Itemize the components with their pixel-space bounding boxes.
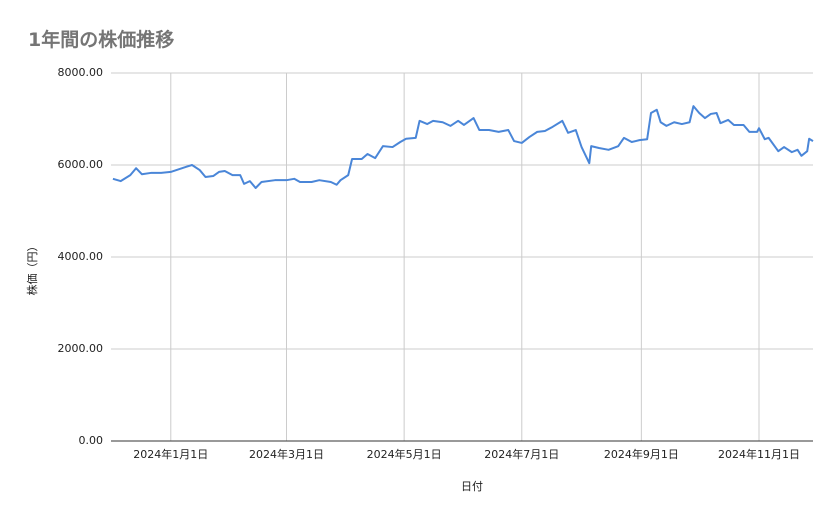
y-tick-label: 2000.00: [58, 342, 104, 355]
x-tick-label: 2024年1月1日: [133, 447, 208, 461]
y-tick-label: 6000.00: [58, 158, 104, 171]
x-axis-label: 日付: [461, 480, 483, 493]
y-tick-label: 4000.00: [58, 250, 104, 263]
x-tick-label: 2024年9月1日: [604, 447, 679, 461]
chart-title: 1年間の株価推移: [28, 28, 174, 51]
x-tick-label: 2024年11月1日: [718, 447, 800, 461]
price-line: [112, 105, 814, 189]
x-tick-label: 2024年3月1日: [249, 447, 324, 461]
y-tick-label: 0.00: [79, 434, 104, 447]
x-tick-label: 2024年5月1日: [367, 447, 442, 461]
y-tick-label: 8000.00: [58, 66, 104, 79]
x-tick-label: 2024年7月1日: [484, 447, 559, 461]
y-axis-label: 株価（円）: [25, 241, 39, 296]
